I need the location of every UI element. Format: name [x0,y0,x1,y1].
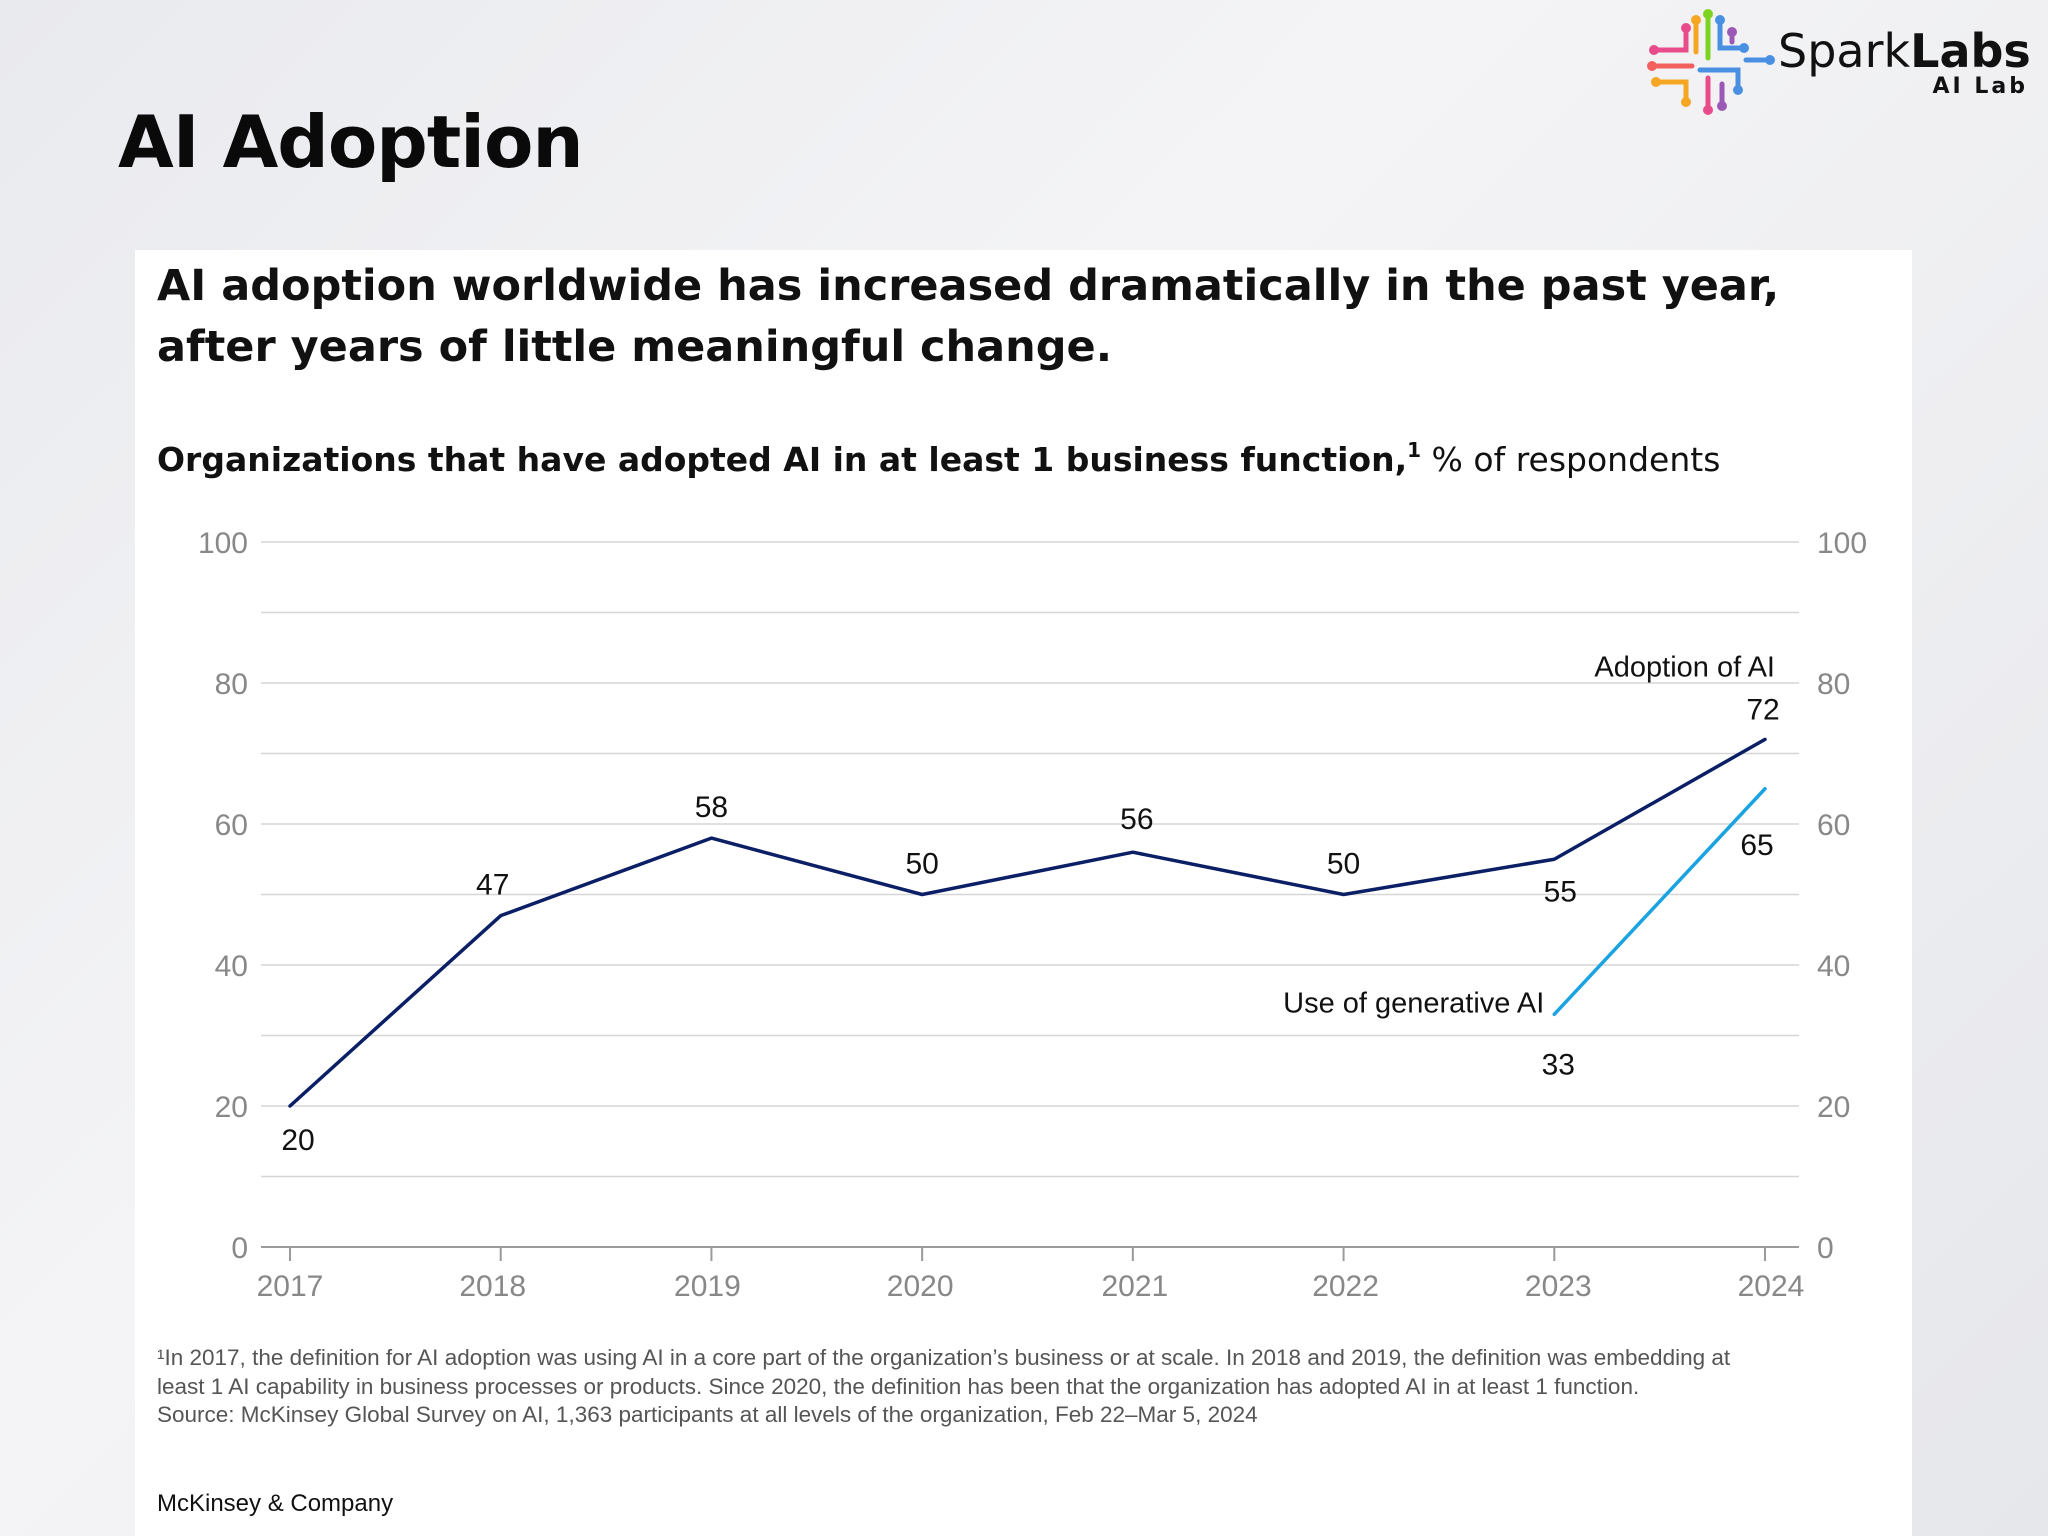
y-tick-label-left: 20 [215,1091,248,1124]
data-label-adoption: 56 [1120,803,1153,836]
footnote-line: ¹In 2017, the definition for AI adoption… [157,1345,1731,1370]
y-tick-label-right: 40 [1817,950,1850,983]
y-tick-label-right: 20 [1817,1091,1850,1124]
data-label-adoption: 55 [1544,875,1577,908]
data-label-generative: 33 [1542,1048,1575,1081]
source-brand: McKinsey & Company [157,1490,394,1517]
x-tick-label: 2021 [1101,1270,1168,1303]
x-tick-label: 2017 [257,1270,324,1303]
x-tick-label: 2018 [459,1270,526,1303]
circuit-logo-icon [1647,9,1775,115]
y-tick-label-left: 60 [215,809,248,842]
logo-name-part1: Spark [1778,24,1911,78]
data-label-adoption: 50 [905,848,938,881]
data-label-generative: 65 [1740,829,1773,862]
data-label-adoption: 58 [695,791,728,824]
x-tick-label: 2019 [674,1270,741,1303]
logo-name-part2: Labs [1910,24,2031,78]
y-tick-label-left: 40 [215,950,248,983]
chart-footnotes: ¹In 2017, the definition for AI adoption… [157,1344,1877,1430]
chart-headline: AI adoption worldwide has increased dram… [157,261,1780,372]
data-label-adoption: 50 [1327,848,1360,881]
subtitle-main: Organizations that have adopted AI in at… [157,440,1408,479]
logo-wordmark: SparkLabs [1778,24,2031,78]
data-label-adoption: 20 [281,1124,314,1157]
y-tick-label-left: 0 [231,1232,248,1265]
subtitle-unit: % of respondents [1421,440,1721,479]
page-title: AI Adoption [118,100,584,184]
data-label-adoption: 72 [1746,693,1779,726]
y-tick-label-left: 80 [215,668,248,701]
x-tick-label: 2022 [1312,1270,1379,1303]
footnote-line: least 1 AI capability in business proces… [157,1373,1640,1399]
subtitle-footnote-marker: 1 [1407,438,1422,462]
series-line-generative-ai [1552,787,1767,1017]
logo-subtext: AI Lab [1932,74,2028,99]
x-tick-label: 2024 [1738,1270,1805,1303]
series-line-adoption-of-ai [288,737,1767,1108]
y-tick-label-right: 60 [1817,809,1850,842]
chart-subtitle: Organizations that have adopted AI in at… [157,438,1720,479]
x-tick-label: 2023 [1525,1270,1592,1303]
chart-card: AI adoption worldwide has increased dram… [135,250,1912,1536]
x-tick-label: 2020 [887,1270,954,1303]
series-label-generative-ai: Use of generative AI [1283,987,1544,1019]
data-label-adoption: 47 [476,869,509,902]
y-tick-label-right: 80 [1817,668,1850,701]
sparklabs-logo: SparkLabs AI Lab [1646,8,2038,120]
y-tick-label-right: 0 [1817,1232,1834,1265]
series-label-adoption-of-ai: Adoption of AI [1594,651,1775,683]
y-tick-label-left: 100 [198,527,248,560]
footnote-line: Source: McKinsey Global Survey on AI, 1,… [157,1402,1258,1427]
y-tick-label-right: 100 [1817,527,1867,560]
